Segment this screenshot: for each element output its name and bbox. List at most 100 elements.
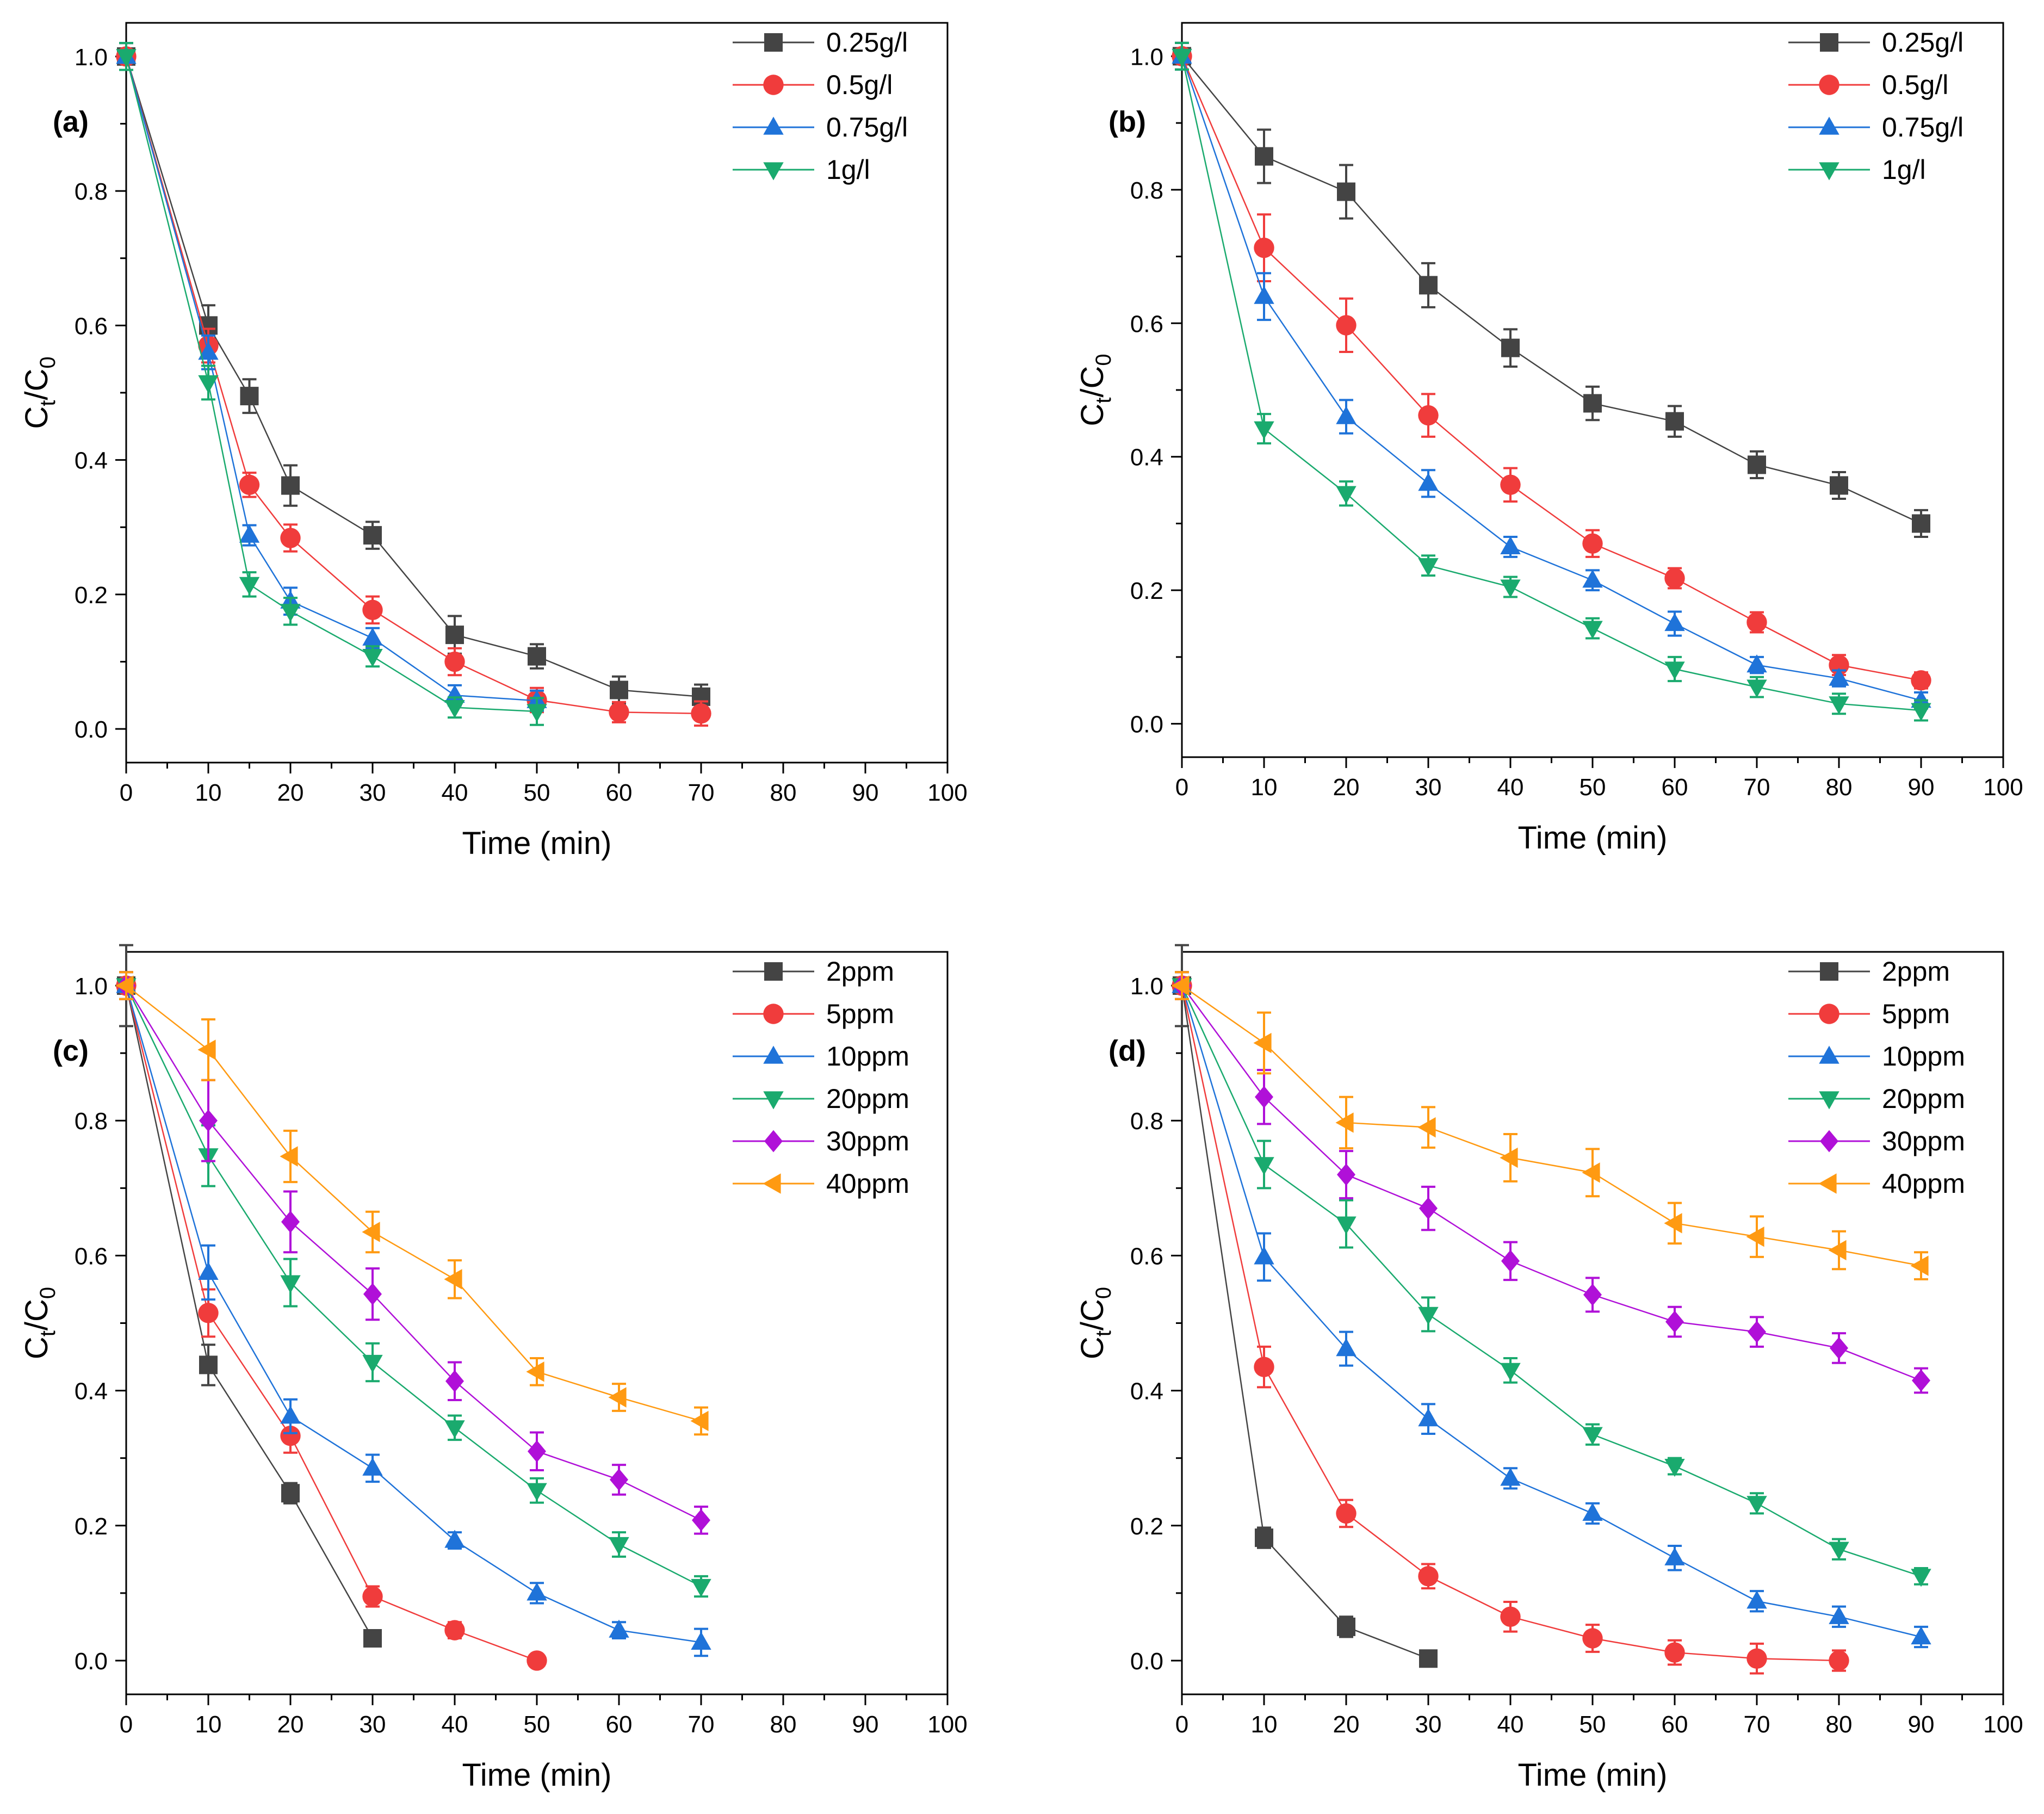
data-point xyxy=(1664,612,1685,632)
legend-marker xyxy=(763,75,784,95)
x-tick-label: 20 xyxy=(277,779,304,806)
data-point xyxy=(1172,48,1192,67)
x-tick-label: 10 xyxy=(195,1711,222,1738)
data-point xyxy=(445,626,464,645)
data-point xyxy=(1255,147,1273,166)
data-point xyxy=(198,342,219,360)
y-tick-label: 0.4 xyxy=(1130,1378,1163,1405)
y-tick-label: 0.8 xyxy=(75,178,108,205)
data-point xyxy=(1418,1566,1439,1587)
data-point xyxy=(1828,1240,1847,1261)
data-point xyxy=(362,1586,383,1607)
legend-label: 1g/l xyxy=(1882,154,1926,185)
legend-item: 5ppm xyxy=(733,999,894,1029)
x-tick-label: 50 xyxy=(1580,774,1606,801)
x-tick-label: 50 xyxy=(1580,1711,1606,1738)
legend-marker xyxy=(763,116,784,135)
data-point xyxy=(444,651,465,672)
x-tick-label: 90 xyxy=(852,779,879,806)
series-line xyxy=(125,985,702,1587)
data-point xyxy=(1911,1626,1931,1645)
x-axis-label: Time (min) xyxy=(1518,1757,1668,1793)
y-axis-label-part: t xyxy=(1092,1330,1116,1336)
y-tick-label: 0.0 xyxy=(75,1648,108,1675)
legend-label: 0.25g/l xyxy=(826,27,908,58)
data-point xyxy=(1829,1606,1849,1624)
y-axis-label-part: C xyxy=(19,1336,54,1359)
legend-label: 40ppm xyxy=(1882,1168,1965,1199)
data-point xyxy=(281,1210,300,1233)
series-line xyxy=(125,985,702,1643)
data-point xyxy=(362,599,383,621)
legend-item: 0.25g/l xyxy=(1788,27,1964,58)
series-line xyxy=(1181,985,1922,1577)
x-tick-label: 40 xyxy=(1497,774,1524,801)
x-tick-label: 30 xyxy=(1415,774,1442,801)
data-point xyxy=(1255,1086,1273,1109)
y-tick-label: 0.2 xyxy=(1130,578,1163,604)
y-axis-label-part: 0 xyxy=(36,1287,60,1299)
y-axis-label: Ct/C0 xyxy=(19,356,60,429)
legend-item: 1g/l xyxy=(1788,154,1926,185)
legend-label: 2ppm xyxy=(826,956,894,987)
x-tick-label: 0 xyxy=(120,1711,133,1738)
data-point xyxy=(1583,394,1602,413)
series-line xyxy=(1181,985,1429,1660)
data-point xyxy=(610,680,628,699)
x-tick-label: 100 xyxy=(927,1711,967,1738)
legend-label: 5ppm xyxy=(826,999,894,1029)
x-axis-label: Time (min) xyxy=(462,1757,612,1793)
data-point xyxy=(444,1269,462,1290)
data-point xyxy=(362,1222,380,1242)
data-point xyxy=(116,49,137,67)
data-point xyxy=(1254,286,1274,304)
data-point xyxy=(1912,514,1930,533)
chart-panel-c: 0 10 20 30 40 50 60 70 80 90 100 0.0 0.2 0.4 0.6 0.8 1.0… xyxy=(19,944,968,1793)
legend-marker xyxy=(1819,1091,1839,1110)
legend-marker xyxy=(1820,33,1838,52)
data-point xyxy=(444,1530,465,1548)
x-tick-label: 40 xyxy=(442,779,468,806)
data-point xyxy=(444,700,465,719)
data-point xyxy=(1417,1117,1436,1138)
data-point xyxy=(1501,1249,1520,1272)
y-tick-label: 0.6 xyxy=(75,313,108,339)
legend-label: 0.5g/l xyxy=(1882,70,1948,100)
legend-marker xyxy=(764,962,783,981)
data-point xyxy=(1664,1458,1685,1477)
y-tick-label: 0.0 xyxy=(1130,711,1163,738)
legend-item: 0.25g/l xyxy=(733,27,908,58)
y-tick-label: 1.0 xyxy=(75,973,108,1000)
data-point xyxy=(528,1440,546,1463)
series-line xyxy=(125,56,537,713)
data-point xyxy=(1418,473,1439,491)
data-point xyxy=(690,1410,709,1432)
data-point xyxy=(1335,1112,1354,1133)
data-point xyxy=(1583,1283,1602,1306)
data-point xyxy=(363,1629,382,1648)
data-point xyxy=(1665,412,1684,431)
data-point xyxy=(1664,1213,1682,1234)
x-tick-label: 100 xyxy=(927,779,967,806)
data-point xyxy=(1336,1216,1357,1235)
x-tick-label: 60 xyxy=(606,1711,633,1738)
y-tick-label: 0.4 xyxy=(75,1378,108,1405)
x-tick-label: 100 xyxy=(1983,774,2023,801)
x-tick-label: 10 xyxy=(195,779,222,806)
data-point xyxy=(1337,1163,1355,1186)
legend-item: 0.5g/l xyxy=(733,70,893,100)
data-point xyxy=(1419,1197,1438,1219)
legend-item: 20ppm xyxy=(733,1084,909,1114)
data-point xyxy=(115,975,134,996)
data-point xyxy=(1582,569,1603,588)
x-tick-label: 80 xyxy=(1826,774,1853,801)
data-point xyxy=(198,375,219,394)
series-20ppm xyxy=(1172,971,1931,1587)
data-point xyxy=(1746,679,1767,698)
y-axis-label-part: t xyxy=(36,1330,60,1336)
y-tick-label: 0.4 xyxy=(1130,444,1163,471)
data-point xyxy=(1582,1502,1603,1521)
x-tick-label: 90 xyxy=(1908,1711,1935,1738)
panel-label: (d) xyxy=(1108,1035,1146,1067)
y-axis-label-part: /C xyxy=(1075,1299,1110,1330)
